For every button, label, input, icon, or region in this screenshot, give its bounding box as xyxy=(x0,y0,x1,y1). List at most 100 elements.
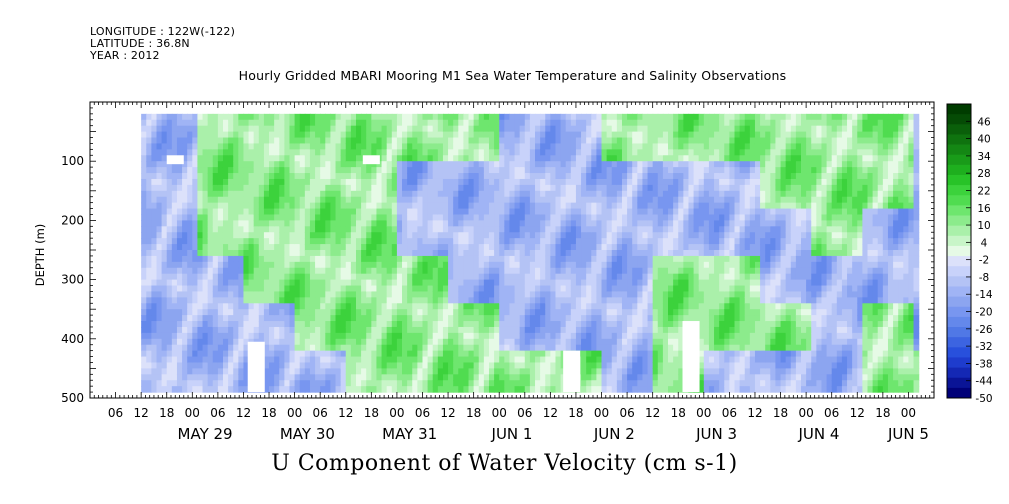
heatmap-cell xyxy=(488,261,495,269)
heatmap-cell xyxy=(642,332,649,340)
heatmap-cell xyxy=(529,315,536,322)
heatmap-cell xyxy=(427,267,434,275)
heatmap-cell xyxy=(596,279,603,287)
heatmap-cell xyxy=(499,255,505,263)
heatmap-cell xyxy=(279,250,285,257)
heatmap-cell xyxy=(662,178,669,186)
heatmap-cell xyxy=(509,178,516,186)
heatmap-cell xyxy=(504,244,511,251)
heatmap-cell xyxy=(258,297,265,304)
heatmap-cell xyxy=(473,303,480,310)
heatmap-cell xyxy=(678,338,684,346)
heatmap-cell xyxy=(151,321,158,328)
heatmap-cell xyxy=(575,267,582,275)
heatmap-cell xyxy=(458,374,465,381)
heatmap-cell xyxy=(274,291,280,298)
heatmap-cell xyxy=(524,214,531,221)
heatmap-cell xyxy=(611,350,618,358)
heatmap-cell xyxy=(325,344,332,352)
heatmap-cell xyxy=(422,131,429,139)
heatmap-cell xyxy=(509,113,516,121)
heatmap-cell xyxy=(156,261,163,269)
heatmap-cell xyxy=(197,155,204,162)
heatmap-cell xyxy=(299,332,306,340)
heatmap-cell xyxy=(483,190,490,198)
heatmap-cell xyxy=(417,131,424,139)
heatmap-cell xyxy=(289,214,296,221)
heatmap-cell xyxy=(570,196,577,204)
heatmap-cell xyxy=(233,380,239,387)
heatmap-cell xyxy=(458,214,465,221)
heatmap-cell xyxy=(355,380,362,387)
heatmap-cell xyxy=(391,285,398,293)
heatmap-cell xyxy=(453,232,459,239)
heatmap-cell xyxy=(657,137,664,145)
heatmap-cell xyxy=(519,285,526,293)
heatmap-cell xyxy=(504,167,511,174)
heatmap-cell xyxy=(565,279,572,287)
heatmap-cell xyxy=(616,255,623,263)
heatmap-cell xyxy=(217,380,224,387)
heatmap-cell xyxy=(386,155,393,162)
heatmap-cell xyxy=(565,196,572,204)
heatmap-cell xyxy=(376,244,383,251)
heatmap-cell xyxy=(596,309,603,316)
heatmap-cell xyxy=(432,149,439,156)
heatmap-cell xyxy=(555,220,562,227)
heatmap-cell xyxy=(494,125,500,133)
heatmap-cell xyxy=(176,261,183,269)
heatmap-cell xyxy=(269,137,275,145)
heatmap-cell xyxy=(222,374,229,381)
heatmap-cell xyxy=(432,178,439,186)
heatmap-cell xyxy=(207,149,214,156)
heatmap-cell xyxy=(606,386,613,393)
heatmap-cell xyxy=(304,238,311,245)
heatmap-cell xyxy=(243,255,250,263)
heatmap-cell xyxy=(238,202,245,210)
heatmap-cell xyxy=(683,161,690,168)
heatmap-cell xyxy=(289,184,296,192)
heatmap-cell xyxy=(304,350,311,358)
heatmap-cell xyxy=(320,326,326,334)
heatmap-cell xyxy=(274,119,280,127)
heatmap-cell xyxy=(396,238,403,245)
heatmap-cell xyxy=(187,285,193,293)
heatmap-cell xyxy=(442,374,449,381)
heatmap-cell xyxy=(468,155,475,162)
heatmap-cell xyxy=(437,332,444,340)
heatmap-cell xyxy=(156,190,163,198)
heatmap-cell xyxy=(233,255,239,263)
heatmap-cell xyxy=(437,250,444,257)
heatmap-cell xyxy=(463,285,470,293)
heatmap-cell xyxy=(350,297,357,304)
heatmap-cell xyxy=(309,356,316,364)
heatmap-cell xyxy=(207,303,214,310)
heatmap-cell xyxy=(151,368,158,375)
heatmap-cell xyxy=(565,119,572,127)
heatmap-cell xyxy=(217,261,224,269)
heatmap-cell xyxy=(192,155,199,162)
heatmap-cell xyxy=(437,208,444,216)
heatmap-cell xyxy=(207,362,214,369)
heatmap-cell xyxy=(192,161,199,168)
heatmap-cell xyxy=(560,291,567,298)
heatmap-cell xyxy=(376,291,383,298)
heatmap-cell xyxy=(330,173,337,180)
heatmap-cell xyxy=(468,279,475,287)
heatmap-cell xyxy=(212,344,219,352)
heatmap-cell xyxy=(233,332,239,340)
heatmap-cell xyxy=(422,119,429,127)
heatmap-cell xyxy=(673,113,679,121)
heatmap-cell xyxy=(156,149,163,156)
heatmap-cell xyxy=(555,196,562,204)
heatmap-cell xyxy=(606,143,613,150)
heatmap-cell xyxy=(192,267,199,275)
heatmap-cell xyxy=(371,303,378,310)
heatmap-cell xyxy=(417,178,424,186)
heatmap-cell xyxy=(187,202,193,210)
heatmap-cell xyxy=(294,196,301,204)
heatmap-cell xyxy=(187,255,193,263)
heatmap-cell xyxy=(642,143,649,150)
heatmap-cell xyxy=(560,125,567,133)
heatmap-cell xyxy=(442,244,449,251)
